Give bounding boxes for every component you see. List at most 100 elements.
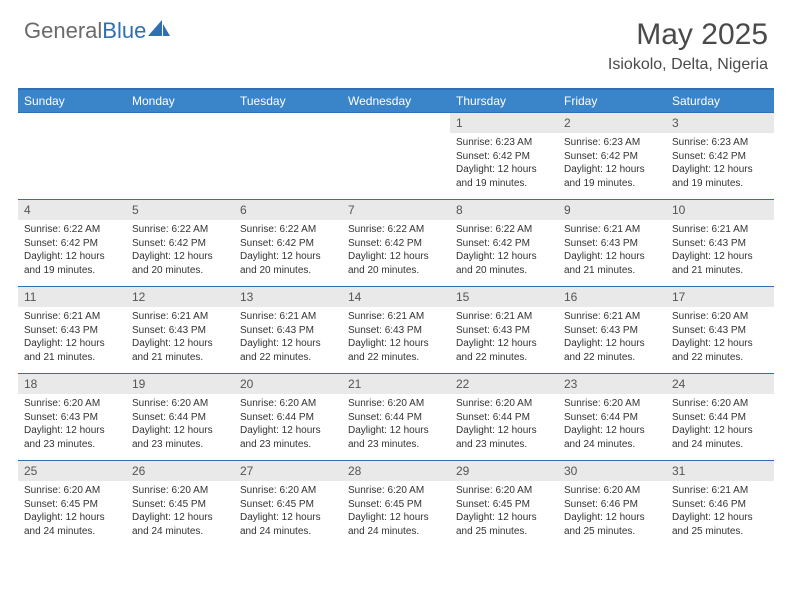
day-cell: 28Sunrise: 6:20 AMSunset: 6:45 PMDayligh… (342, 461, 450, 547)
day-number: 12 (126, 287, 234, 307)
daylight-text: Daylight: 12 hours and 23 minutes. (240, 424, 336, 451)
day-number: 27 (234, 461, 342, 481)
sunset-text: Sunset: 6:43 PM (456, 324, 552, 338)
weekday-header-row: SundayMondayTuesdayWednesdayThursdayFrid… (18, 90, 774, 112)
day-number: 31 (666, 461, 774, 481)
sunrise-text: Sunrise: 6:21 AM (348, 310, 444, 324)
day-number: 4 (18, 200, 126, 220)
weeks-container: ....1Sunrise: 6:23 AMSunset: 6:42 PMDayl… (18, 112, 774, 547)
day-cell: . (126, 113, 234, 199)
day-number: 14 (342, 287, 450, 307)
sunset-text: Sunset: 6:43 PM (348, 324, 444, 338)
day-cell: 3Sunrise: 6:23 AMSunset: 6:42 PMDaylight… (666, 113, 774, 199)
sunrise-text: Sunrise: 6:20 AM (456, 484, 552, 498)
sunrise-text: Sunrise: 6:21 AM (564, 223, 660, 237)
day-body: Sunrise: 6:22 AMSunset: 6:42 PMDaylight:… (342, 220, 450, 281)
day-cell: 26Sunrise: 6:20 AMSunset: 6:45 PMDayligh… (126, 461, 234, 547)
sunrise-text: Sunrise: 6:22 AM (348, 223, 444, 237)
daylight-text: Daylight: 12 hours and 20 minutes. (348, 250, 444, 277)
day-cell: 17Sunrise: 6:20 AMSunset: 6:43 PMDayligh… (666, 287, 774, 373)
day-cell: 11Sunrise: 6:21 AMSunset: 6:43 PMDayligh… (18, 287, 126, 373)
daylight-text: Daylight: 12 hours and 25 minutes. (672, 511, 768, 538)
day-cell: 24Sunrise: 6:20 AMSunset: 6:44 PMDayligh… (666, 374, 774, 460)
daylight-text: Daylight: 12 hours and 19 minutes. (672, 163, 768, 190)
day-body: Sunrise: 6:21 AMSunset: 6:43 PMDaylight:… (126, 307, 234, 368)
sunset-text: Sunset: 6:45 PM (348, 498, 444, 512)
sunset-text: Sunset: 6:44 PM (348, 411, 444, 425)
week-row: 11Sunrise: 6:21 AMSunset: 6:43 PMDayligh… (18, 286, 774, 373)
sunrise-text: Sunrise: 6:20 AM (240, 397, 336, 411)
sunset-text: Sunset: 6:44 PM (564, 411, 660, 425)
daylight-text: Daylight: 12 hours and 19 minutes. (24, 250, 120, 277)
sunrise-text: Sunrise: 6:20 AM (24, 484, 120, 498)
daylight-text: Daylight: 12 hours and 23 minutes. (132, 424, 228, 451)
sunset-text: Sunset: 6:42 PM (672, 150, 768, 164)
daylight-text: Daylight: 12 hours and 21 minutes. (24, 337, 120, 364)
day-body: Sunrise: 6:20 AMSunset: 6:43 PMDaylight:… (666, 307, 774, 368)
day-number: 16 (558, 287, 666, 307)
sunset-text: Sunset: 6:43 PM (24, 411, 120, 425)
sunset-text: Sunset: 6:44 PM (456, 411, 552, 425)
daylight-text: Daylight: 12 hours and 24 minutes. (240, 511, 336, 538)
day-cell: 25Sunrise: 6:20 AMSunset: 6:45 PMDayligh… (18, 461, 126, 547)
day-number: 6 (234, 200, 342, 220)
day-cell: 2Sunrise: 6:23 AMSunset: 6:42 PMDaylight… (558, 113, 666, 199)
day-number: 28 (342, 461, 450, 481)
sunrise-text: Sunrise: 6:20 AM (348, 484, 444, 498)
day-body: Sunrise: 6:21 AMSunset: 6:43 PMDaylight:… (18, 307, 126, 368)
day-number: 25 (18, 461, 126, 481)
day-number: 29 (450, 461, 558, 481)
day-body: Sunrise: 6:23 AMSunset: 6:42 PMDaylight:… (558, 133, 666, 194)
day-cell: 29Sunrise: 6:20 AMSunset: 6:45 PMDayligh… (450, 461, 558, 547)
sunset-text: Sunset: 6:43 PM (132, 324, 228, 338)
sunrise-text: Sunrise: 6:20 AM (24, 397, 120, 411)
week-row: ....1Sunrise: 6:23 AMSunset: 6:42 PMDayl… (18, 112, 774, 199)
day-body: Sunrise: 6:20 AMSunset: 6:44 PMDaylight:… (666, 394, 774, 455)
day-body: Sunrise: 6:20 AMSunset: 6:44 PMDaylight:… (450, 394, 558, 455)
sunrise-text: Sunrise: 6:23 AM (456, 136, 552, 150)
day-number: 17 (666, 287, 774, 307)
logo-text-general: General (24, 18, 102, 44)
daylight-text: Daylight: 12 hours and 23 minutes. (456, 424, 552, 451)
sunrise-text: Sunrise: 6:22 AM (132, 223, 228, 237)
sunset-text: Sunset: 6:44 PM (672, 411, 768, 425)
sunrise-text: Sunrise: 6:21 AM (240, 310, 336, 324)
sunset-text: Sunset: 6:42 PM (348, 237, 444, 251)
sunrise-text: Sunrise: 6:21 AM (672, 223, 768, 237)
sunset-text: Sunset: 6:42 PM (240, 237, 336, 251)
daylight-text: Daylight: 12 hours and 20 minutes. (240, 250, 336, 277)
week-row: 25Sunrise: 6:20 AMSunset: 6:45 PMDayligh… (18, 460, 774, 547)
daylight-text: Daylight: 12 hours and 21 minutes. (564, 250, 660, 277)
daylight-text: Daylight: 12 hours and 24 minutes. (564, 424, 660, 451)
daylight-text: Daylight: 12 hours and 21 minutes. (672, 250, 768, 277)
week-row: 18Sunrise: 6:20 AMSunset: 6:43 PMDayligh… (18, 373, 774, 460)
sunrise-text: Sunrise: 6:20 AM (672, 310, 768, 324)
day-body: Sunrise: 6:20 AMSunset: 6:45 PMDaylight:… (450, 481, 558, 542)
day-body: Sunrise: 6:23 AMSunset: 6:42 PMDaylight:… (450, 133, 558, 194)
day-body: Sunrise: 6:21 AMSunset: 6:43 PMDaylight:… (450, 307, 558, 368)
sunset-text: Sunset: 6:45 PM (132, 498, 228, 512)
daylight-text: Daylight: 12 hours and 25 minutes. (456, 511, 552, 538)
sunrise-text: Sunrise: 6:20 AM (348, 397, 444, 411)
day-body: Sunrise: 6:21 AMSunset: 6:43 PMDaylight:… (666, 220, 774, 281)
sunrise-text: Sunrise: 6:20 AM (240, 484, 336, 498)
logo: GeneralBlue (24, 18, 170, 44)
day-cell: 18Sunrise: 6:20 AMSunset: 6:43 PMDayligh… (18, 374, 126, 460)
logo-sail-icon (148, 18, 170, 44)
day-number: 18 (18, 374, 126, 394)
day-body: Sunrise: 6:20 AMSunset: 6:44 PMDaylight:… (342, 394, 450, 455)
daylight-text: Daylight: 12 hours and 20 minutes. (132, 250, 228, 277)
sunrise-text: Sunrise: 6:21 AM (24, 310, 120, 324)
day-body: Sunrise: 6:21 AMSunset: 6:43 PMDaylight:… (342, 307, 450, 368)
day-cell: 23Sunrise: 6:20 AMSunset: 6:44 PMDayligh… (558, 374, 666, 460)
sunset-text: Sunset: 6:42 PM (564, 150, 660, 164)
day-body: Sunrise: 6:20 AMSunset: 6:45 PMDaylight:… (126, 481, 234, 542)
daylight-text: Daylight: 12 hours and 25 minutes. (564, 511, 660, 538)
day-cell: 31Sunrise: 6:21 AMSunset: 6:46 PMDayligh… (666, 461, 774, 547)
day-body: Sunrise: 6:22 AMSunset: 6:42 PMDaylight:… (18, 220, 126, 281)
day-body: Sunrise: 6:21 AMSunset: 6:43 PMDaylight:… (558, 220, 666, 281)
day-cell: 15Sunrise: 6:21 AMSunset: 6:43 PMDayligh… (450, 287, 558, 373)
day-cell: 9Sunrise: 6:21 AMSunset: 6:43 PMDaylight… (558, 200, 666, 286)
sunrise-text: Sunrise: 6:23 AM (672, 136, 768, 150)
logo-text-blue: Blue (102, 18, 146, 44)
